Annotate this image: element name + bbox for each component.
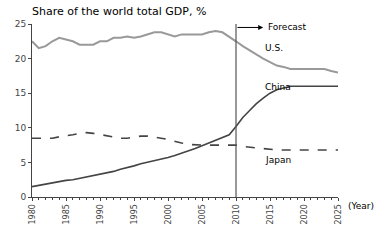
svg-text:1990: 1990 [96, 204, 105, 224]
svg-text:2015: 2015 [266, 204, 275, 224]
svg-text:2010: 2010 [232, 204, 241, 224]
svg-text:5: 5 [20, 158, 26, 168]
svg-text:Forecast: Forecast [268, 22, 307, 32]
svg-text:15: 15 [15, 88, 26, 98]
svg-text:Japan: Japan [265, 155, 291, 165]
svg-text:0: 0 [20, 192, 26, 202]
svg-text:Share of the world total GDP,: Share of the world total GDP, % [32, 5, 206, 18]
svg-text:1980: 1980 [28, 204, 37, 224]
svg-text:2025: 2025 [334, 204, 343, 224]
svg-text:U.S.: U.S. [265, 43, 283, 53]
svg-text:China: China [265, 82, 291, 92]
svg-text:25: 25 [15, 19, 26, 29]
svg-text:2000: 2000 [164, 204, 173, 224]
svg-text:2020: 2020 [300, 204, 309, 224]
svg-text:10: 10 [15, 123, 27, 133]
svg-text:(Year): (Year) [348, 201, 374, 211]
svg-text:2005: 2005 [198, 204, 207, 224]
svg-text:1995: 1995 [130, 204, 139, 224]
svg-text:1985: 1985 [62, 204, 71, 224]
svg-text:20: 20 [15, 54, 27, 64]
